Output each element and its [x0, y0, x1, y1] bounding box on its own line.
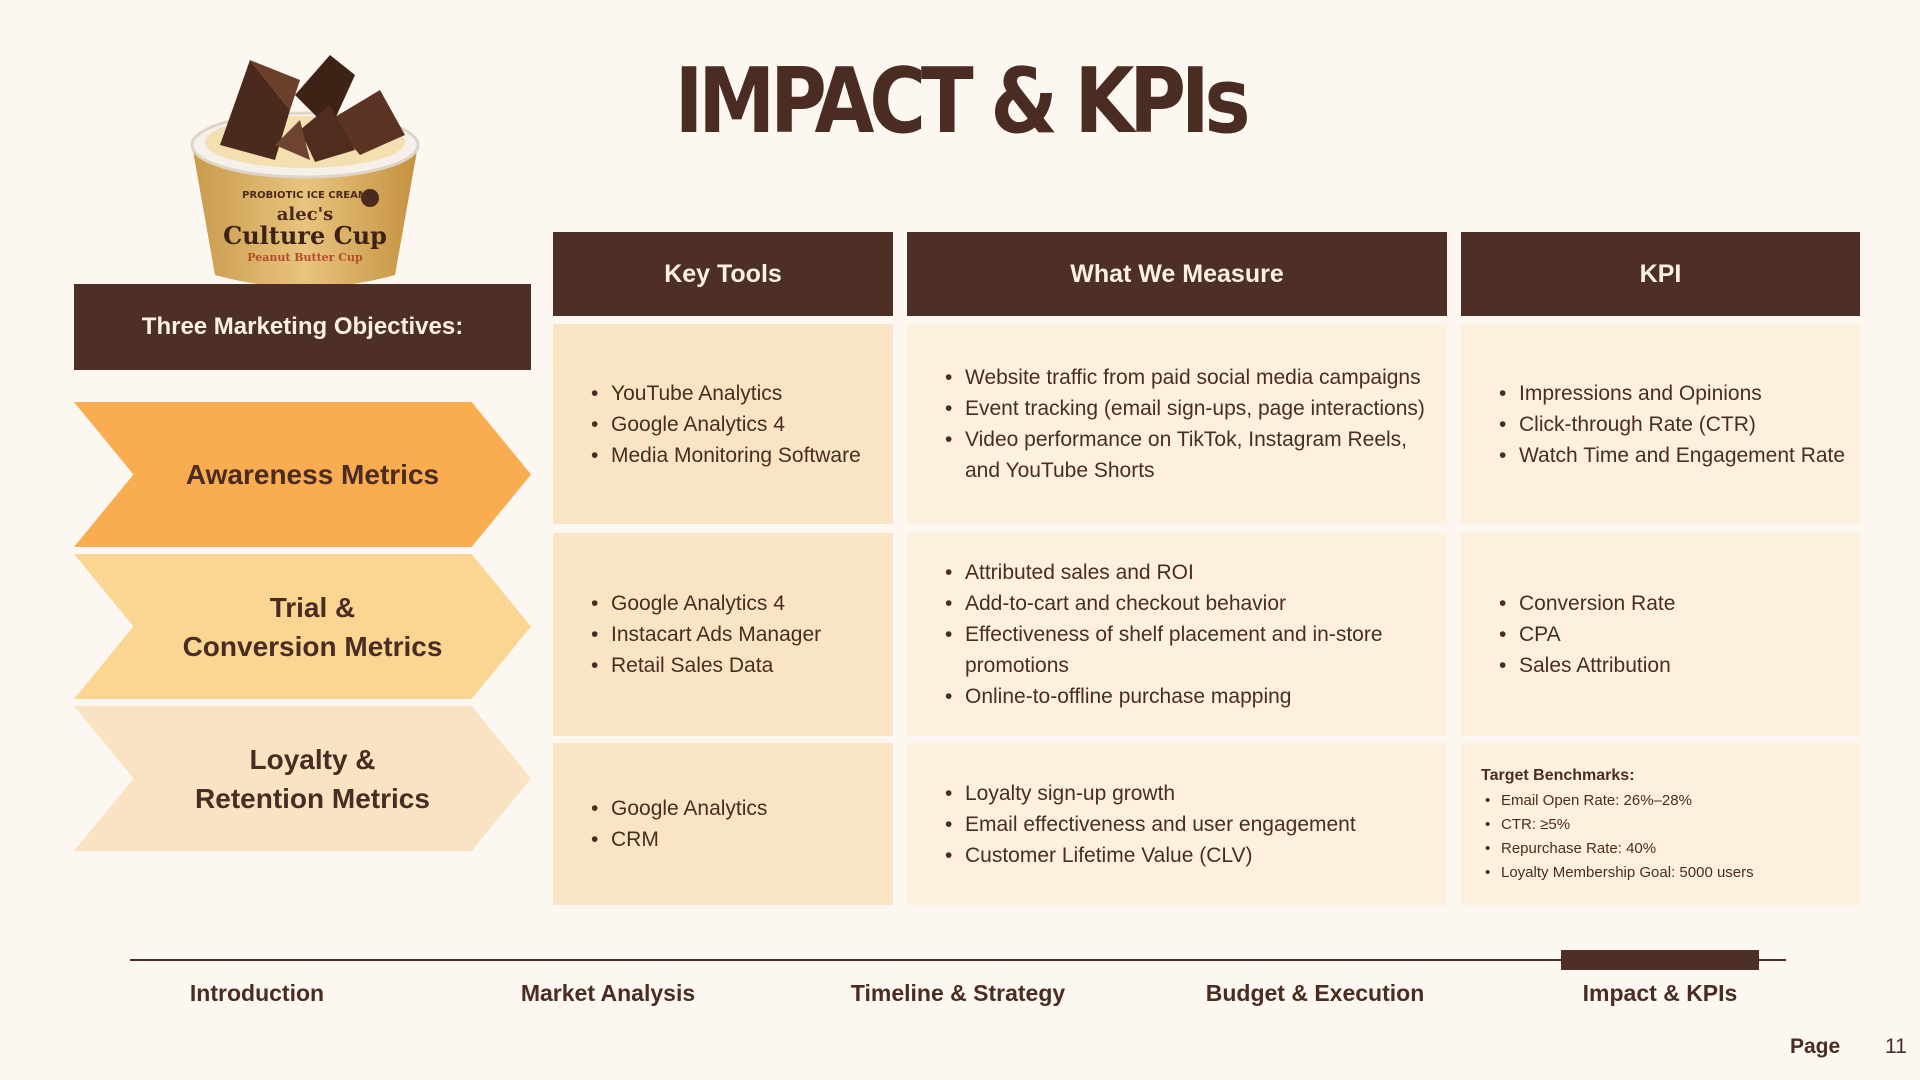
chevron-label-line2: Retention Metrics [195, 782, 430, 814]
list-item: Google Analytics [585, 793, 767, 824]
list-item: Sales Attribution [1493, 650, 1675, 681]
what-we-measure-header: What We Measure [907, 232, 1447, 316]
list-item: Event tracking (email sign-ups, page int… [939, 393, 1433, 424]
list-item: Website traffic from paid social media c… [939, 362, 1433, 393]
list-item: Watch Time and Engagement Rate [1493, 440, 1845, 471]
list-item: CTR: ≥5% [1481, 813, 1754, 837]
list-item: Email Open Rate: 26%–28% [1481, 789, 1754, 813]
list-item: Add-to-cart and checkout behavior [939, 588, 1433, 619]
awareness-metrics-chevron: Awareness Metrics [74, 402, 531, 547]
list-item: CRM [585, 824, 767, 855]
list-item: Attributed sales and ROI [939, 557, 1433, 588]
list-item: Google Analytics 4 [585, 409, 861, 440]
chevron-label-line2: Conversion Metrics [182, 630, 443, 662]
list-item: Loyalty sign-up growth [939, 778, 1356, 809]
kpi-cell-loyalty: Target Benchmarks: Email Open Rate: 26%–… [1461, 743, 1860, 905]
kpi-header: KPI [1461, 232, 1860, 316]
list-item: Retail Sales Data [585, 650, 821, 681]
kpi-cell-awareness: Impressions and Opinions Click-through R… [1461, 324, 1860, 524]
list-item: Media Monitoring Software [585, 440, 861, 471]
list-item: CPA [1493, 619, 1675, 650]
measure-cell-awareness: Website traffic from paid social media c… [907, 324, 1447, 524]
list-item: Online-to-offline purchase mapping [939, 681, 1433, 712]
chevron-label-line1: Trial & [269, 591, 356, 623]
list-item: Customer Lifetime Value (CLV) [939, 840, 1356, 871]
list-item: Conversion Rate [1493, 588, 1675, 619]
cup-label-top: PROBIOTIC ICE CREAM [242, 190, 368, 201]
page-number: 11 [1885, 1035, 1907, 1058]
nav-item-market-analysis[interactable]: Market Analysis [520, 980, 696, 1006]
list-item: Click-through Rate (CTR) [1493, 409, 1845, 440]
list-item: Repurchase Rate: 40% [1481, 837, 1754, 861]
tools-cell-awareness: YouTube Analytics Google Analytics 4 Med… [553, 324, 893, 524]
cup-label-brand: alec's [277, 204, 334, 225]
page-label: Page [1790, 1035, 1841, 1058]
tools-cell-loyalty: Google Analytics CRM [553, 743, 893, 905]
chevron-label-line1: Loyalty & [249, 743, 376, 775]
nav-item-timeline-strategy[interactable]: Timeline & Strategy [850, 980, 1066, 1006]
list-item: Email effectiveness and user engagement [939, 809, 1356, 840]
measure-cell-loyalty: Loyalty sign-up growth Email effectivene… [907, 743, 1447, 905]
list-item: Instacart Ads Manager [585, 619, 821, 650]
kpi-cell-conversion: Conversion Rate CPA Sales Attribution [1461, 533, 1860, 736]
ice-cream-cup-image: PROBIOTIC ICE CREAM alec's Culture Cup P… [190, 55, 420, 288]
target-benchmarks-title: Target Benchmarks: [1481, 767, 1635, 784]
list-item: Impressions and Opinions [1493, 378, 1845, 409]
cup-label-name: Culture Cup [223, 221, 387, 250]
list-item: Loyalty Membership Goal: 5000 users [1481, 861, 1754, 885]
measure-cell-conversion: Attributed sales and ROI Add-to-cart and… [907, 533, 1447, 736]
nav-item-impact-kpis[interactable]: Impact & KPIs [1582, 980, 1738, 1006]
page-title: IMPACT & KPIs [674, 49, 1251, 154]
key-tools-header: Key Tools [553, 232, 893, 316]
list-item: YouTube Analytics [585, 378, 861, 409]
trial-conversion-metrics-chevron: Trial & Conversion Metrics [74, 554, 531, 699]
nav-item-introduction[interactable]: Introduction [189, 980, 325, 1006]
cup-label-flavor: Peanut Butter Cup [247, 251, 363, 264]
nav-item-budget-execution[interactable]: Budget & Execution [1205, 980, 1425, 1006]
tools-cell-conversion: Google Analytics 4 Instacart Ads Manager… [553, 533, 893, 736]
list-item: Effectiveness of shelf placement and in-… [939, 619, 1433, 681]
objectives-header: Three Marketing Objectives: [74, 284, 531, 370]
nav-active-indicator [1561, 950, 1759, 970]
chevron-label: Awareness Metrics [185, 459, 440, 490]
list-item: Video performance on TikTok, Instagram R… [939, 424, 1433, 486]
list-item: Google Analytics 4 [585, 588, 821, 619]
loyalty-retention-metrics-chevron: Loyalty & Retention Metrics [74, 706, 531, 851]
nav-divider-line [130, 959, 1786, 961]
